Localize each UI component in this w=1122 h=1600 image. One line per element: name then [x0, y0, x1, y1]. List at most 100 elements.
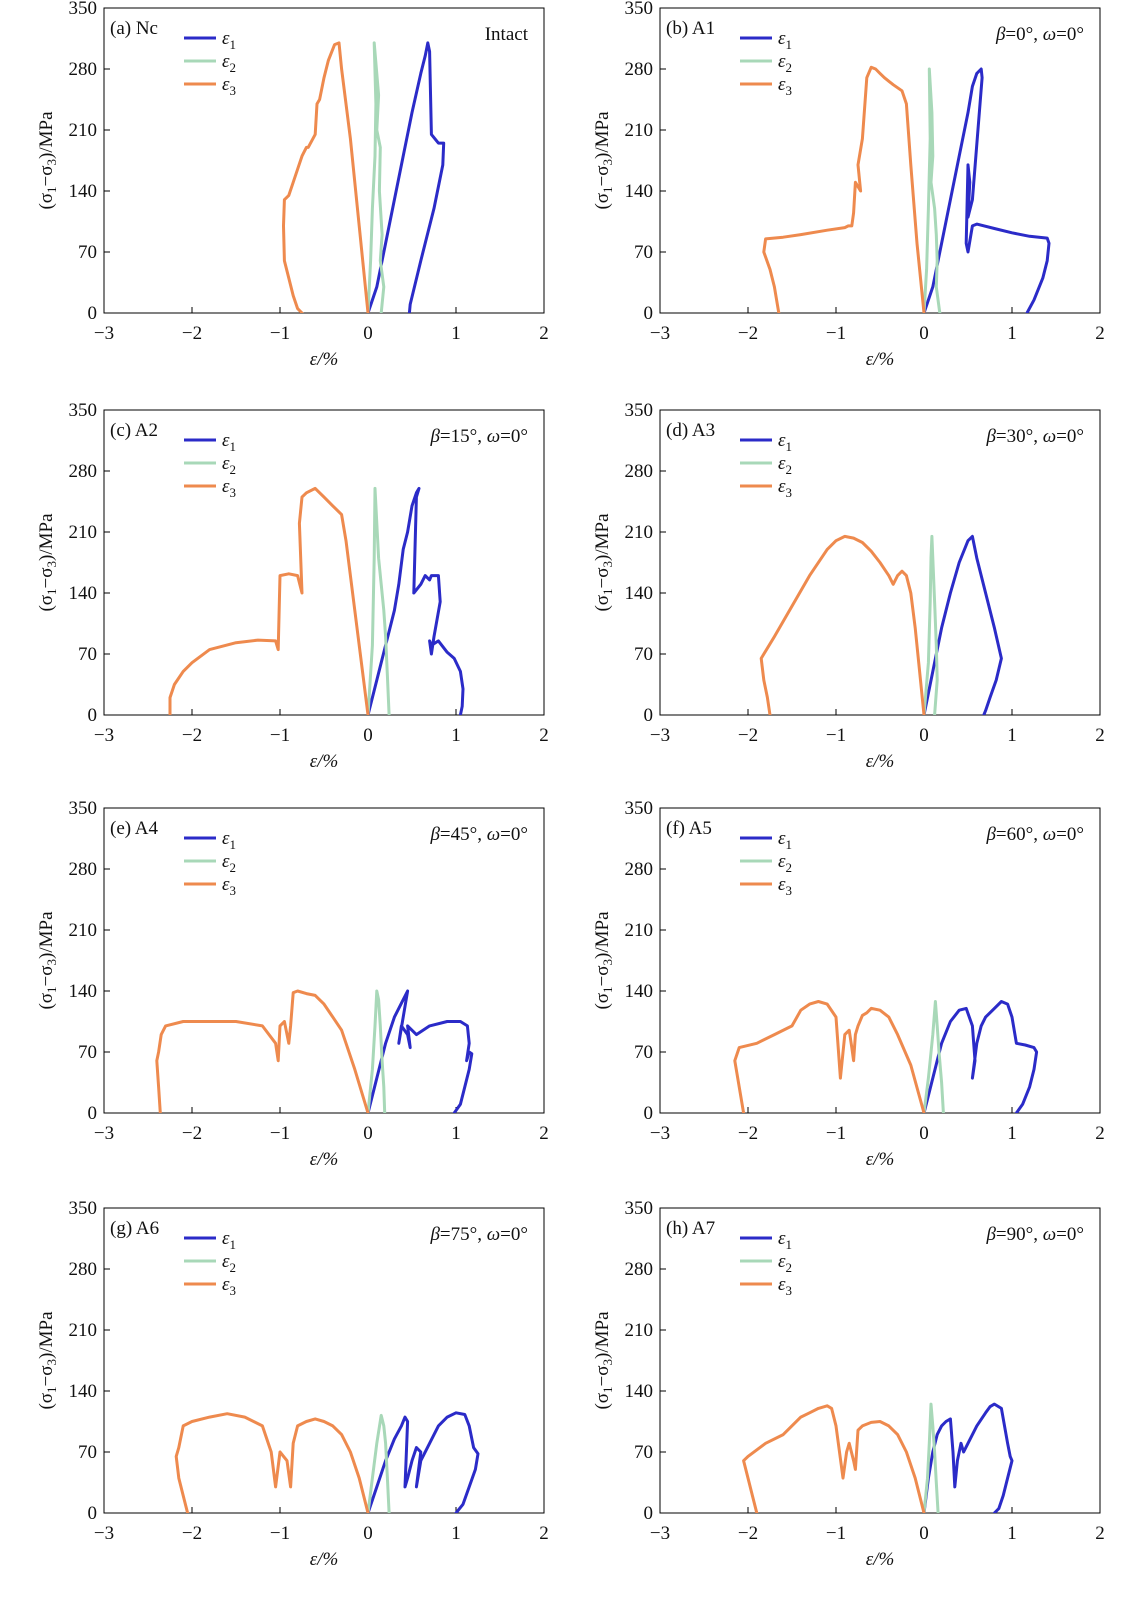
x-tick-label: −1	[826, 1523, 846, 1544]
legend-label-e3: ε3	[778, 874, 792, 898]
y-tick-label: 140	[625, 181, 654, 202]
y-tick-label: 350	[625, 798, 654, 819]
plot-frame	[103, 7, 545, 314]
chart-panels: −3 −2 −1 0 1 2070140210280350ε/%(σ1−σ3)/MPa(a…	[36, 0, 1105, 1570]
y-tick-label: 280	[625, 1259, 654, 1280]
series-line-e2	[366, 41, 386, 313]
legend-label-e3: ε3	[222, 1274, 236, 1298]
y-tick-label: 0	[88, 1503, 98, 1524]
y-axis-label: (σ1−σ3)/MPa	[592, 111, 615, 210]
y-tick-label: 140	[625, 981, 654, 1002]
series-line-e3	[155, 989, 370, 1113]
series-line-e2	[922, 1402, 940, 1513]
y-tick-label: 140	[69, 181, 98, 202]
series-line-e3	[282, 41, 370, 313]
plot-frame	[103, 1207, 545, 1514]
x-tick-label: −1	[270, 323, 290, 344]
x-tick-label: 1	[1007, 1523, 1017, 1544]
series-line-e2	[922, 67, 942, 313]
x-tick-label: 2	[1095, 1523, 1105, 1544]
x-tick-label: −1	[826, 725, 846, 746]
legend-label-e1: ε1	[778, 28, 792, 52]
panel-label: (h) A7	[666, 1218, 715, 1239]
x-tick-label: 0	[919, 1523, 929, 1544]
x-tick-label: −2	[182, 1523, 202, 1544]
series-line-e3	[174, 1412, 370, 1513]
x-tick-label: 0	[363, 1123, 373, 1144]
y-tick-label: 210	[69, 522, 98, 543]
y-tick-label: 0	[644, 705, 654, 726]
series-line-e1	[366, 989, 474, 1113]
x-tick-label: −2	[738, 323, 758, 344]
y-tick-label: 210	[69, 120, 98, 141]
series-line-e3	[733, 1000, 926, 1113]
x-axis-label: ε/%	[866, 1549, 895, 1570]
legend-label-e2: ε2	[778, 51, 792, 75]
y-tick-label: 70	[78, 242, 97, 263]
x-axis-label: ε/%	[310, 751, 339, 772]
chart-panel: −3 −2 −1 0 1 2 0 70 140 210 280 350 ε/% (σ1−σ3)/MPa (e…	[36, 798, 549, 1170]
condition-label: β=45°, ω=0°	[429, 824, 528, 845]
y-tick-label: 210	[69, 920, 98, 941]
x-tick-label: −2	[182, 323, 202, 344]
condition-label: β=75°, ω=0°	[429, 1224, 528, 1245]
x-tick-label: −3	[650, 725, 670, 746]
legend-label-e1: ε1	[222, 1228, 236, 1252]
chart-panel: −3 −2 −1 0 1 2 0 70 140 210 280 350 ε/% (σ1−σ3)/MPa (g…	[36, 1198, 549, 1570]
series-line-e3	[168, 486, 370, 715]
y-tick-label: 280	[625, 461, 654, 482]
x-tick-label: 1	[1007, 323, 1017, 344]
y-tick-label: 210	[625, 1320, 654, 1341]
legend-label-e1: ε1	[778, 1228, 792, 1252]
condition-label: Intact	[485, 24, 529, 45]
y-tick-label: 280	[69, 59, 98, 80]
y-tick-label: 70	[634, 644, 653, 665]
x-tick-label: −1	[270, 1123, 290, 1144]
y-tick-label: 70	[634, 1442, 653, 1463]
y-tick-label: 140	[625, 583, 654, 604]
y-tick-label: 280	[625, 59, 654, 80]
x-tick-label: 1	[451, 725, 461, 746]
series-line-e1	[366, 486, 465, 715]
x-tick-label: 1	[451, 323, 461, 344]
legend-label-e3: ε3	[778, 476, 792, 500]
series-line-e2	[922, 534, 939, 715]
x-tick-label: −3	[94, 323, 114, 344]
x-tick-label: −2	[182, 725, 202, 746]
x-tick-label: −3	[650, 323, 670, 344]
y-tick-label: 0	[88, 1103, 98, 1124]
x-tick-label: −3	[94, 1523, 114, 1544]
y-tick-label: 280	[625, 859, 654, 880]
series-line-e1	[366, 41, 446, 313]
panel-label: (d) A3	[666, 420, 715, 441]
legend-label-e2: ε2	[222, 453, 236, 477]
y-axis-label: (σ1−σ3)/MPa	[592, 911, 615, 1010]
x-tick-label: 0	[919, 323, 929, 344]
series-line-e1	[922, 534, 1003, 715]
x-tick-label: −2	[738, 1523, 758, 1544]
x-tick-label: 2	[539, 725, 549, 746]
x-tick-label: 2	[539, 1523, 549, 1544]
legend-label-e1: ε1	[778, 430, 792, 454]
y-tick-label: 350	[625, 1198, 654, 1219]
x-tick-label: −1	[826, 323, 846, 344]
y-tick-label: 70	[78, 1042, 97, 1063]
y-tick-label: 0	[644, 303, 654, 324]
legend-label-e2: ε2	[778, 851, 792, 875]
x-tick-label: 0	[919, 725, 929, 746]
y-axis-label: (σ1−σ3)/MPa	[36, 911, 59, 1010]
legend-label-e2: ε2	[778, 1251, 792, 1275]
x-tick-label: 2	[1095, 725, 1105, 746]
series-line-e2	[366, 1413, 391, 1513]
legend-label-e2: ε2	[222, 851, 236, 875]
y-tick-label: 350	[625, 0, 654, 19]
plot-frame	[659, 7, 1101, 314]
x-tick-label: 0	[919, 1123, 929, 1144]
x-tick-label: −1	[826, 1123, 846, 1144]
condition-label: β=15°, ω=0°	[429, 426, 528, 447]
legend-label-e3: ε3	[778, 74, 792, 98]
legend-label-e1: ε1	[222, 828, 236, 852]
y-tick-label: 280	[69, 859, 98, 880]
x-axis-label: ε/%	[866, 1149, 895, 1170]
